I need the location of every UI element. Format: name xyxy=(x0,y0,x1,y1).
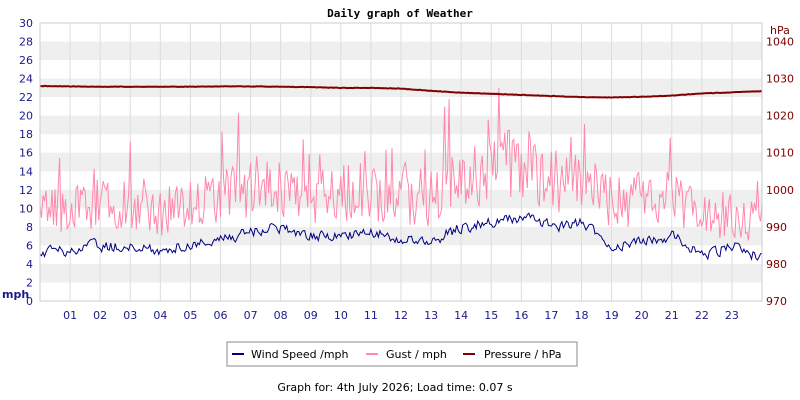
x-tick-label: 16 xyxy=(514,309,528,322)
x-tick-label: 06 xyxy=(214,309,228,322)
left-tick-label: 20 xyxy=(19,110,33,123)
wind-speed-line xyxy=(39,212,763,261)
right-axis-ticks: 970 980 990 1000 1010 1020 1030 1040 xyxy=(766,36,794,308)
x-tick-label: 18 xyxy=(575,309,589,322)
gust-series xyxy=(39,87,763,241)
chart-title: Daily graph of Weather xyxy=(327,7,473,20)
left-tick-label: 2 xyxy=(26,276,33,289)
x-tick-label: 08 xyxy=(274,309,288,322)
left-tick-label: 10 xyxy=(19,202,33,215)
right-tick-label: 980 xyxy=(766,258,787,271)
x-tick-label: 02 xyxy=(93,309,107,322)
left-tick-label: 8 xyxy=(26,221,33,234)
left-tick-label: 12 xyxy=(19,184,33,197)
right-tick-label: 1040 xyxy=(766,36,794,49)
left-tick-label: 0 xyxy=(26,295,33,308)
left-tick-label: 22 xyxy=(19,91,33,104)
legend-box xyxy=(226,341,578,367)
left-tick-label: 18 xyxy=(19,128,33,141)
legend-label-pressure: Pressure / hPa xyxy=(484,348,562,361)
legend-label-wind: Wind Speed /mph xyxy=(251,348,349,361)
x-tick-label: 15 xyxy=(484,309,498,322)
right-tick-label: 1030 xyxy=(766,73,794,86)
x-tick-label: 01 xyxy=(63,309,77,322)
right-axis-unit: hPa xyxy=(770,24,790,37)
x-tick-label: 12 xyxy=(394,309,408,322)
x-tick-label: 19 xyxy=(605,309,619,322)
left-tick-label: 14 xyxy=(19,165,33,178)
plot-frame xyxy=(39,22,763,302)
x-tick-label: 21 xyxy=(665,309,679,322)
x-tick-label: 07 xyxy=(244,309,258,322)
x-tick-label: 09 xyxy=(304,309,318,322)
right-tick-label: 1010 xyxy=(766,147,794,160)
x-tick-label: 23 xyxy=(725,309,739,322)
right-tick-label: 970 xyxy=(766,295,787,308)
x-tick-label: 22 xyxy=(695,309,709,322)
left-tick-label: 6 xyxy=(26,239,33,252)
x-tick-label: 05 xyxy=(183,309,197,322)
x-tick-label: 20 xyxy=(635,309,649,322)
left-axis-unit: mph xyxy=(2,288,29,301)
right-tick-label: 990 xyxy=(766,221,787,234)
pressure-line xyxy=(39,84,763,99)
left-tick-label: 4 xyxy=(26,258,33,271)
x-tick-label: 13 xyxy=(424,309,438,322)
x-axis-ticks: 01 02 03 04 05 06 07 08 09 10 11 12 13 14 15 16 17 18 19 20… xyxy=(63,309,739,322)
x-tick-label: 03 xyxy=(123,309,137,322)
left-tick-label: 24 xyxy=(19,73,33,86)
left-tick-label: 16 xyxy=(19,147,33,160)
x-tick-label: 04 xyxy=(153,309,167,322)
left-tick-label: 26 xyxy=(19,54,33,67)
gust-line xyxy=(39,87,763,241)
right-tick-label: 1000 xyxy=(766,184,794,197)
right-tick-label: 1020 xyxy=(766,110,794,123)
x-tick-label: 11 xyxy=(364,309,378,322)
x-tick-label: 10 xyxy=(334,309,348,322)
chart-legend: Wind Speed /mph Gust / mph Pressure / hP… xyxy=(226,341,578,367)
legend-label-gust: Gust / mph xyxy=(386,348,447,361)
footer-text: Graph for: 4th July 2026; Load time: 0.0… xyxy=(277,381,513,394)
left-tick-label: 30 xyxy=(19,17,33,30)
x-tick-label: 17 xyxy=(544,309,558,322)
x-tick-label: 14 xyxy=(454,309,468,322)
left-tick-label: 28 xyxy=(19,36,33,49)
